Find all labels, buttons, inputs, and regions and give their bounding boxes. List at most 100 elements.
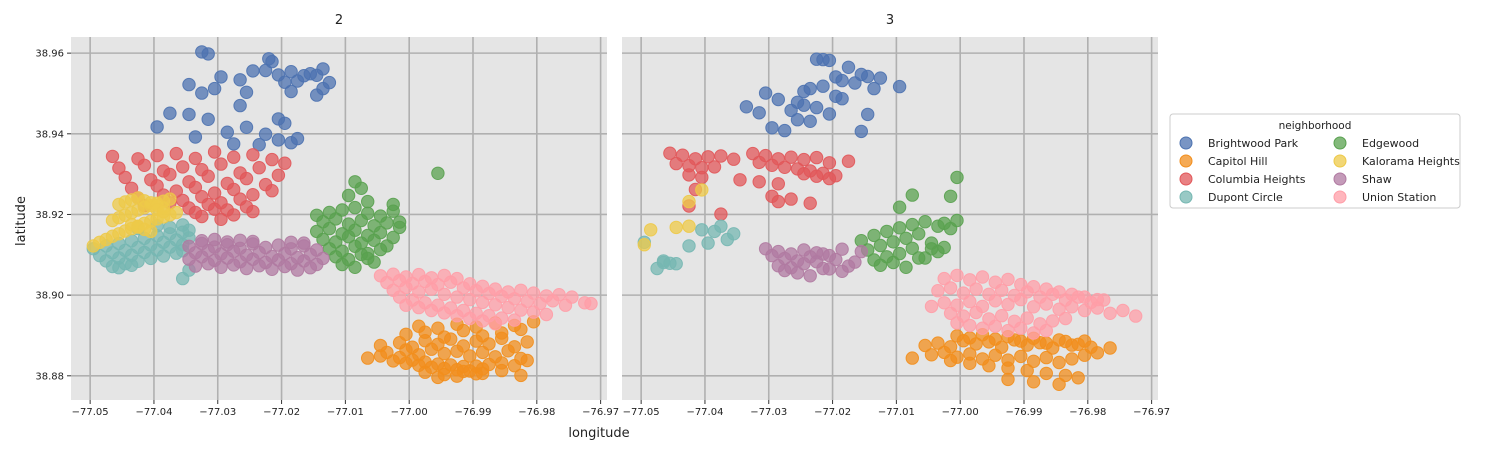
data-point	[424, 282, 439, 296]
data-point	[201, 169, 215, 183]
data-point	[278, 156, 292, 170]
data-point	[1046, 314, 1060, 328]
data-point	[290, 74, 305, 88]
data-point	[771, 92, 785, 107]
data-point	[233, 98, 247, 113]
data-point	[437, 306, 451, 320]
data-point	[1039, 350, 1054, 365]
data-point	[118, 170, 132, 185]
data-point	[392, 215, 407, 229]
data-point	[150, 120, 164, 134]
data-point	[765, 158, 779, 173]
data-point	[195, 234, 209, 248]
data-point	[854, 244, 868, 259]
data-point	[386, 197, 400, 212]
data-point	[969, 305, 983, 320]
data-point	[995, 309, 1009, 323]
data-point	[822, 107, 837, 121]
data-point	[714, 149, 728, 163]
data-point	[950, 316, 964, 330]
data-point	[822, 156, 837, 170]
facet-panel-2: −77.05 −77.04 −77.03 −77.02 −77.01 −77.00 −76.…	[35, 13, 619, 418]
data-point	[778, 160, 792, 175]
data-point	[412, 319, 426, 333]
data-point	[329, 212, 343, 226]
data-point	[701, 236, 715, 250]
data-point	[341, 188, 356, 203]
data-point	[816, 79, 830, 93]
data-point	[1052, 333, 1066, 347]
data-point	[501, 300, 515, 315]
data-point	[239, 261, 254, 276]
data-point	[1129, 309, 1143, 323]
legend-item: Dupont Circle	[1179, 190, 1283, 204]
data-point	[758, 86, 773, 100]
data-point	[201, 47, 215, 61]
data-point	[373, 338, 388, 353]
data-point	[463, 349, 477, 363]
data-point	[437, 346, 451, 361]
data-point	[233, 233, 247, 248]
data-point	[644, 223, 658, 237]
data-point	[246, 204, 260, 219]
x-tick-label: −76.97	[582, 407, 619, 418]
data-point	[695, 170, 709, 185]
data-point	[290, 263, 305, 277]
x-tick-label: −76.99	[454, 407, 491, 418]
data-point	[784, 150, 798, 164]
data-point	[278, 116, 292, 131]
data-point	[169, 205, 184, 220]
data-point	[258, 127, 273, 141]
data-point	[297, 236, 311, 250]
data-point	[310, 88, 324, 102]
data-point	[937, 216, 951, 231]
legend-label: Brightwood Park	[1208, 137, 1299, 150]
data-point	[1039, 323, 1054, 338]
data-point	[848, 76, 862, 90]
data-point	[950, 213, 964, 228]
data-point	[227, 182, 241, 197]
data-point	[1001, 372, 1015, 387]
data-point	[707, 160, 722, 174]
data-point	[841, 60, 856, 75]
data-point	[188, 130, 203, 144]
data-point	[214, 212, 228, 227]
data-point	[778, 263, 792, 278]
data-point	[252, 259, 266, 273]
data-point	[246, 234, 260, 249]
data-point	[361, 194, 375, 209]
data-point	[558, 298, 573, 312]
data-point	[873, 238, 888, 253]
data-point	[822, 53, 837, 68]
data-point	[771, 194, 785, 209]
data-point	[803, 114, 817, 129]
series-edgewood	[310, 166, 445, 274]
legend: neighborhood Brightwood Park Edgewood Capi…	[1169, 113, 1461, 209]
data-point	[905, 188, 919, 202]
x-tick-label: −76.98	[1069, 407, 1106, 418]
data-point	[227, 208, 241, 222]
legend-item: Brightwood Park	[1179, 136, 1299, 150]
data-point	[1001, 272, 1015, 287]
legend-label: Shaw	[1362, 173, 1392, 186]
data-point	[539, 307, 554, 322]
data-point	[450, 309, 464, 323]
data-point	[450, 290, 464, 304]
data-point	[790, 113, 805, 127]
data-point	[835, 73, 849, 88]
data-point	[682, 194, 696, 209]
data-point	[195, 86, 209, 100]
data-point	[431, 166, 445, 181]
data-point	[176, 218, 190, 232]
x-tick-label: −77.02	[814, 407, 851, 418]
series-shaw	[758, 242, 868, 283]
data-point	[412, 300, 426, 315]
data-point	[284, 235, 298, 250]
data-point	[1077, 290, 1092, 304]
data-point	[797, 98, 811, 112]
legend-label: Edgewood	[1362, 137, 1419, 150]
data-point	[437, 287, 451, 301]
data-point	[720, 232, 734, 247]
series-kalorama-heights	[637, 183, 709, 252]
data-point	[265, 262, 279, 276]
